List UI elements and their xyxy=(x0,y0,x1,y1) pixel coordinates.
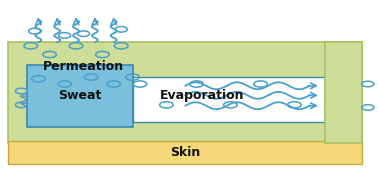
Bar xyxy=(27,65,133,127)
Text: Skin: Skin xyxy=(170,146,200,159)
Bar xyxy=(133,77,325,122)
Text: Sweat: Sweat xyxy=(58,89,101,102)
Text: Permeation: Permeation xyxy=(43,60,124,73)
Text: Evaporation: Evaporation xyxy=(160,89,245,102)
Bar xyxy=(8,42,362,143)
Bar xyxy=(325,42,362,143)
Bar xyxy=(8,141,362,164)
